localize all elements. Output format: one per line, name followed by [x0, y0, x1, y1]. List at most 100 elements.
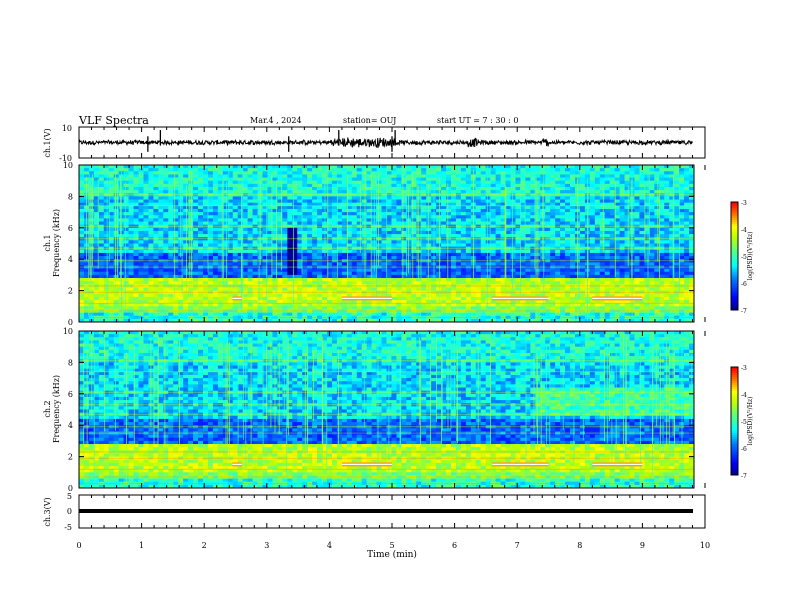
spectrogram-cell [401, 205, 407, 210]
spectrogram-cell [589, 199, 596, 204]
spectrogram-cell [341, 208, 348, 213]
spectrogram-cell [133, 171, 139, 175]
spectrogram-cell [108, 221, 115, 226]
spectrogram-cell [232, 243, 239, 248]
spectrogram-cell [644, 183, 650, 188]
spectrogram-cell [282, 240, 288, 244]
spectrogram-cell [679, 202, 685, 207]
spectrogram-cell [371, 281, 377, 285]
spectrogram-cell [589, 186, 596, 191]
spectrogram-cell [406, 186, 412, 191]
spectrogram-cell [599, 183, 606, 188]
spectrogram-cell [649, 165, 655, 169]
spectrogram-cell [158, 165, 164, 169]
spectrogram-cell [465, 249, 472, 254]
spectrogram-cell [346, 221, 353, 226]
spectrogram-cell [550, 202, 556, 207]
spectrogram-cell [604, 230, 611, 235]
spectrogram-cell [252, 287, 258, 291]
spectrogram-cell [163, 186, 169, 191]
spectrogram-cell [267, 281, 273, 285]
spectrogram-cell [510, 230, 516, 235]
spectrogram-cell [614, 168, 621, 172]
spectrogram-cell [158, 287, 164, 291]
spectrogram-cell [346, 180, 353, 185]
spectrogram-cell [336, 174, 343, 178]
spectrogram-cell [287, 262, 293, 266]
spectrogram-cell [341, 256, 348, 260]
spectrogram-cell [684, 249, 690, 254]
spectrogram-cell [490, 230, 497, 235]
spectrogram-cell [326, 281, 333, 285]
spectrogram-cell [455, 205, 462, 210]
spectrogram-cell [207, 249, 214, 254]
spectrogram-cell [465, 240, 472, 244]
spectrogram-cell [401, 243, 407, 248]
spectrogram-cell [436, 180, 442, 185]
spectrogram-cell [530, 177, 536, 182]
spectrogram-cell [292, 243, 298, 248]
spectrogram-cell [98, 199, 105, 204]
spectrogram-cell [133, 278, 139, 282]
spectrogram-cell [500, 212, 506, 216]
spectrogram-cell [302, 221, 308, 226]
spectrogram-cell [654, 165, 660, 169]
spectrogram-cell [88, 234, 95, 238]
spectrogram-cell [217, 215, 224, 219]
spectrogram-cell [446, 256, 452, 260]
spectrogram-cell [589, 180, 596, 185]
spectrogram-cell [212, 252, 219, 257]
spectrogram-cell [609, 234, 616, 238]
spectrogram-cell [599, 165, 606, 169]
spectrogram-cell [262, 278, 268, 282]
spectrogram-cell [684, 205, 690, 210]
spectrogram-cell [153, 252, 159, 257]
spectrogram-cell [560, 227, 566, 232]
spectrogram-cell [262, 171, 268, 175]
spectrogram-cell [545, 215, 551, 219]
spectrogram-cell [193, 252, 199, 257]
spectrogram-cell [188, 234, 194, 238]
spectrogram-cell [525, 171, 531, 175]
spectrogram-cell [381, 180, 387, 185]
spectrogram-cell [381, 202, 387, 207]
spectrogram-cell [485, 212, 492, 216]
spectrogram-cell [460, 183, 467, 188]
spectrogram-cell [555, 199, 561, 204]
spectrogram-cell [421, 281, 427, 285]
spectrogram-cell [262, 196, 268, 200]
spectrogram-cell [644, 234, 650, 238]
spectrogram-cell [287, 215, 293, 219]
spectrogram-cell [341, 243, 348, 248]
spectrogram-cell [237, 243, 244, 248]
spectrogram-cell [679, 240, 685, 244]
spectrogram-cell [689, 243, 695, 248]
spectrogram-cell [614, 274, 621, 279]
spectrogram-cell [669, 221, 675, 226]
spectrogram-cell [351, 252, 358, 257]
spectrogram-cell [386, 268, 392, 273]
spectrogram-cell [297, 212, 303, 216]
spectrogram-cell [555, 177, 561, 182]
spectrogram-cell [465, 230, 472, 235]
spectrogram-cell [669, 168, 675, 172]
spectrogram-cell [455, 249, 462, 254]
spectrogram-cell [654, 171, 660, 175]
spectrogram-cell [376, 208, 382, 213]
spectrogram-cell [455, 230, 462, 235]
spectrogram-cell [123, 205, 129, 210]
spectrogram-cell [565, 256, 571, 260]
spectrogram-cell [202, 249, 209, 254]
spectrogram-cell [594, 287, 601, 291]
spectrogram-cell [555, 256, 561, 260]
spectrogram-cell [406, 183, 412, 188]
spectrogram-cell [396, 212, 402, 216]
spectrogram-cell [336, 165, 343, 169]
spectrogram-cell [594, 271, 601, 276]
station-label: station= OUJ [343, 116, 396, 125]
spectrogram-cell [302, 168, 308, 172]
spectrogram-cell [525, 240, 531, 244]
spectrogram-cell [634, 212, 640, 216]
spectrogram-cell [565, 190, 571, 194]
spectrogram-cell [267, 262, 273, 266]
